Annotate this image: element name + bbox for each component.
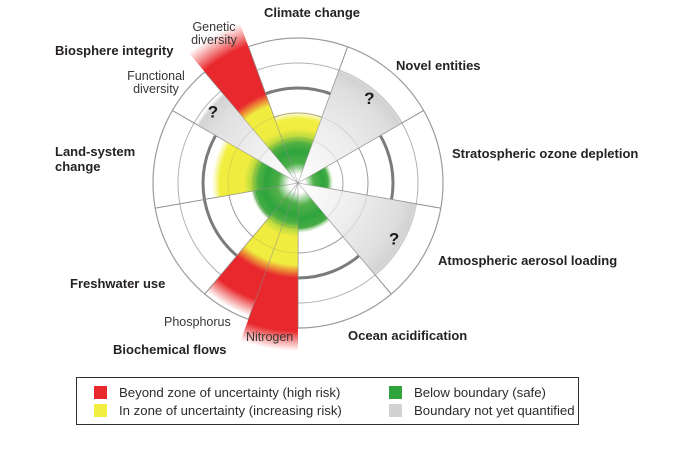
sector-wedge-phosphorus	[206, 183, 298, 317]
sector-wedge-novel-entities	[298, 68, 404, 183]
label-biosphere-integrity: Biosphere integrity	[55, 43, 174, 58]
sector-wedge-functional-diversity	[195, 92, 298, 183]
sector-divider-overlay	[155, 182, 299, 209]
label-functional-diversity: Functional diversity	[127, 69, 185, 96]
sector-divider-overlay	[297, 182, 392, 295]
legend-swatch-yellow	[94, 404, 107, 417]
label-atmospheric-aerosol-loading: Atmospheric aerosol loading	[438, 253, 618, 268]
legend-item-unquantified: Boundary not yet quantified	[389, 403, 575, 418]
legend-item-uncertainty: In zone of uncertainty (increasing risk)	[94, 403, 389, 418]
legend: Beyond zone of uncertainty (high risk) I…	[76, 377, 579, 425]
legend-label: Below boundary (safe)	[414, 385, 546, 400]
question-mark-atmospheric-aerosol-loading: ?	[389, 230, 399, 249]
label-climate-change: Climate change	[263, 5, 361, 20]
label-stratospheric-ozone-depletion: Stratospheric ozone depletion	[452, 146, 639, 161]
question-mark-functional-diversity: ?	[208, 103, 218, 122]
label-freshwater-use: Freshwater use	[70, 276, 166, 291]
legend-item-high-risk: Beyond zone of uncertainty (high risk)	[94, 385, 389, 400]
legend-label: Boundary not yet quantified	[414, 403, 575, 418]
label-genetic-diversity: Genetic diversity	[191, 20, 237, 47]
sector-wedge-freshwater-use	[250, 183, 298, 220]
sector-wedge-land-system-change	[211, 140, 298, 198]
sector-divider-overlay	[297, 110, 424, 184]
sector-wedge-ocean-acidification	[298, 183, 331, 233]
label-biochemical-flows: Biochemical flows	[113, 342, 227, 357]
legend-swatch-gray	[389, 404, 402, 417]
sector-divider-overlay	[204, 182, 299, 295]
legend-column-right: Below boundary (safe) Boundary not yet q…	[389, 385, 575, 424]
sector-divider-overlay	[297, 182, 441, 209]
sector-divider-overlay	[247, 46, 299, 184]
sector-divider-overlay	[247, 182, 299, 320]
label-nitrogen: Nitrogen	[246, 330, 294, 344]
sector-wedge-stratospheric-ozone-depletion	[298, 165, 334, 190]
sector-wedge-atmospheric-aerosol-loading	[298, 183, 419, 277]
legend-label: Beyond zone of uncertainty (high risk)	[119, 385, 341, 400]
legend-column-left: Beyond zone of uncertainty (high risk) I…	[94, 385, 389, 424]
label-ocean-acidification: Ocean acidification	[348, 328, 468, 343]
question-mark-novel-entities: ?	[364, 89, 374, 108]
label-land-system-change: Land-system change	[55, 144, 136, 174]
legend-swatch-red	[94, 386, 107, 399]
legend-label: In zone of uncertainty (increasing risk)	[119, 403, 342, 418]
sector-wedge-genetic-diversity	[188, 23, 298, 183]
legend-swatch-green	[389, 386, 402, 399]
sector-divider-overlay	[297, 46, 349, 184]
label-novel-entities: Novel entities	[396, 58, 481, 73]
sector-wedge-nitrogen	[240, 183, 298, 352]
planetary-boundaries-chart: ???	[152, 23, 444, 352]
label-phosphorus: Phosphorus	[164, 315, 231, 329]
sector-divider-overlay	[172, 110, 299, 184]
sector-divider-overlay	[204, 71, 299, 184]
sector-wedge-climate-change	[273, 110, 323, 183]
legend-item-safe: Below boundary (safe)	[389, 385, 575, 400]
